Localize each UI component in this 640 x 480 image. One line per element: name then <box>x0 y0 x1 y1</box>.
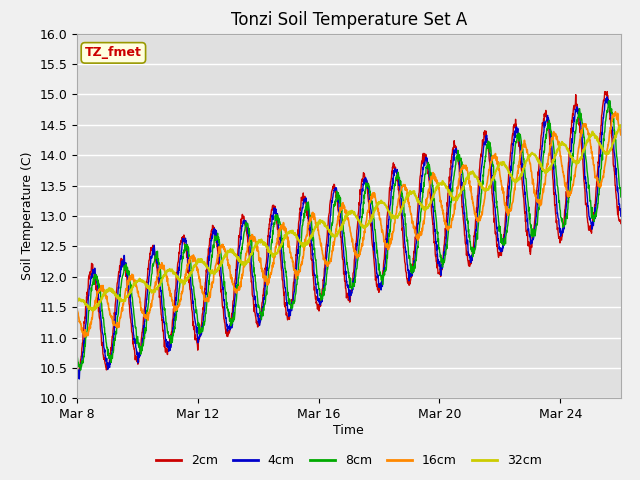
32cm <box>73 298 81 303</box>
32cm <box>316 219 323 225</box>
32cm <box>617 123 625 129</box>
2cm <box>307 241 314 247</box>
4cm <box>542 118 550 124</box>
16cm <box>363 217 371 223</box>
16cm <box>617 132 625 138</box>
4cm <box>617 213 625 219</box>
16cm <box>81 334 88 340</box>
2cm <box>423 158 431 164</box>
Legend: 2cm, 4cm, 8cm, 16cm, 32cm: 2cm, 4cm, 8cm, 16cm, 32cm <box>151 449 547 472</box>
8cm <box>73 355 81 360</box>
2cm <box>604 89 611 95</box>
8cm <box>77 367 84 373</box>
32cm <box>542 169 550 175</box>
2cm <box>542 113 550 119</box>
4cm <box>423 158 431 164</box>
32cm <box>307 236 314 241</box>
8cm <box>363 181 371 187</box>
2cm <box>106 363 113 369</box>
16cm <box>542 168 550 173</box>
32cm <box>363 223 371 229</box>
8cm <box>606 98 614 104</box>
Title: Tonzi Soil Temperature Set A: Tonzi Soil Temperature Set A <box>230 11 467 29</box>
4cm <box>363 177 371 183</box>
16cm <box>316 233 323 239</box>
16cm <box>423 197 431 203</box>
8cm <box>423 163 431 169</box>
4cm <box>316 298 323 304</box>
X-axis label: Time: Time <box>333 424 364 437</box>
2cm <box>617 221 625 227</box>
8cm <box>307 213 314 219</box>
Y-axis label: Soil Temperature (C): Soil Temperature (C) <box>20 152 34 280</box>
Text: TZ_fmet: TZ_fmet <box>85 47 142 60</box>
32cm <box>106 285 113 291</box>
2cm <box>316 304 323 310</box>
16cm <box>73 306 81 312</box>
32cm <box>89 308 97 313</box>
4cm <box>603 94 611 100</box>
8cm <box>316 287 323 293</box>
2cm <box>73 370 81 376</box>
4cm <box>73 369 81 375</box>
Line: 2cm: 2cm <box>77 92 621 378</box>
Line: 16cm: 16cm <box>77 112 621 337</box>
8cm <box>542 135 550 141</box>
16cm <box>612 109 620 115</box>
2cm <box>363 180 371 185</box>
4cm <box>76 376 83 382</box>
16cm <box>307 218 314 224</box>
32cm <box>616 122 624 128</box>
2cm <box>73 375 81 381</box>
Line: 4cm: 4cm <box>77 97 621 379</box>
8cm <box>106 355 113 360</box>
4cm <box>307 225 314 230</box>
4cm <box>106 360 113 366</box>
16cm <box>106 306 113 312</box>
Line: 8cm: 8cm <box>77 101 621 370</box>
32cm <box>423 204 431 210</box>
8cm <box>617 194 625 200</box>
Line: 32cm: 32cm <box>77 125 621 311</box>
